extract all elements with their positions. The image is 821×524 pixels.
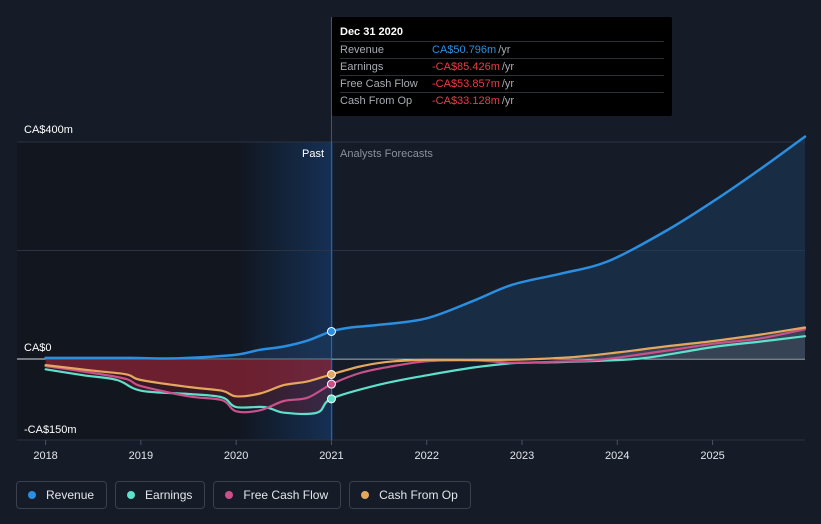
- tooltip: Dec 31 2020 Revenue CA$50.796m/yr Earnings…: [332, 17, 672, 116]
- tooltip-value: -CA$53.857m: [432, 78, 500, 90]
- series-line-fcf: [44, 328, 807, 414]
- legend-dot-icon: [361, 491, 370, 499]
- x-tick-label: 2021: [319, 450, 343, 462]
- tooltip-label: Revenue: [340, 44, 385, 56]
- x-tick-label: 2020: [224, 450, 248, 462]
- x-axis: 2018 2019 2020 2021 2022 2023 2024 2025: [33, 440, 725, 462]
- x-tick-label: 2023: [510, 450, 534, 462]
- marker-revenue: [326, 326, 336, 336]
- tooltip-value: -CA$33.128m: [432, 95, 500, 107]
- tooltip-row: Revenue CA$50.796m/yr: [340, 41, 664, 58]
- legend-item-free-cash-flow[interactable]: Free Cash Flow: [213, 481, 342, 509]
- legend-label: Free Cash Flow: [243, 488, 329, 502]
- y-tick-label: CA$0: [24, 342, 52, 354]
- tooltip-date: Dec 31 2020: [340, 26, 403, 38]
- legend-label: Cash From Op: [379, 488, 458, 502]
- x-tick-label: 2022: [414, 450, 438, 462]
- legend-label: Revenue: [46, 488, 95, 502]
- tooltip-unit: /yr: [501, 95, 515, 107]
- tooltip-label: Cash From Op: [340, 95, 413, 107]
- tooltip-row: Free Cash Flow -CA$53.857m/yr: [340, 75, 664, 92]
- forecast-positive-area: [522, 327, 805, 360]
- tooltip-value: CA$50.796m: [432, 44, 497, 56]
- marker-earnings: [326, 394, 336, 404]
- tooltip-row: Cash From Op -CA$33.128m/yr: [340, 92, 664, 109]
- legend-item-cash-from-op[interactable]: Cash From Op: [349, 481, 471, 509]
- x-tick-label: 2024: [605, 450, 629, 462]
- tooltip-unit: /yr: [501, 78, 515, 90]
- legend: Revenue Earnings Free Cash Flow Cash From O…: [16, 481, 471, 509]
- y-tick-label: CA$400m: [24, 124, 73, 136]
- tooltip-label: Earnings: [340, 61, 384, 73]
- revenue-area: [45, 136, 805, 359]
- tooltip-row: Earnings -CA$85.426m/yr: [340, 58, 664, 75]
- negative-area: [45, 359, 332, 397]
- legend-item-revenue[interactable]: Revenue: [16, 481, 108, 509]
- highlight-markers: [326, 326, 336, 404]
- financial-chart: CA$400m CA$0 -CA$150m 2018 2019 2020 2021 2022…: [17, 17, 807, 462]
- legend-dot-icon: [127, 491, 136, 499]
- marker-fcf: [326, 379, 336, 389]
- tooltip-label: Free Cash Flow: [340, 78, 418, 90]
- tooltip-unit: /yr: [498, 44, 511, 56]
- x-tick-label: 2025: [700, 450, 724, 462]
- x-tick-label: 2018: [33, 450, 57, 462]
- tooltip-unit: /yr: [501, 61, 515, 73]
- y-axis: CA$400m CA$0 -CA$150m: [24, 124, 77, 436]
- legend-item-earnings[interactable]: Earnings: [115, 481, 206, 509]
- marker-cfo: [326, 369, 336, 379]
- series-line-revenue: [44, 135, 807, 360]
- legend-label: Earnings: [145, 488, 193, 502]
- tooltip-value: -CA$85.426m: [432, 61, 500, 73]
- x-tick-label: 2019: [129, 450, 153, 462]
- past-label: Past: [302, 148, 324, 160]
- y-tick-label: -CA$150m: [24, 424, 77, 436]
- series-line-cfo: [44, 326, 807, 398]
- forecast-label: Analysts Forecasts: [340, 148, 433, 160]
- legend-dot-icon: [28, 491, 36, 499]
- legend-dot-icon: [225, 491, 234, 499]
